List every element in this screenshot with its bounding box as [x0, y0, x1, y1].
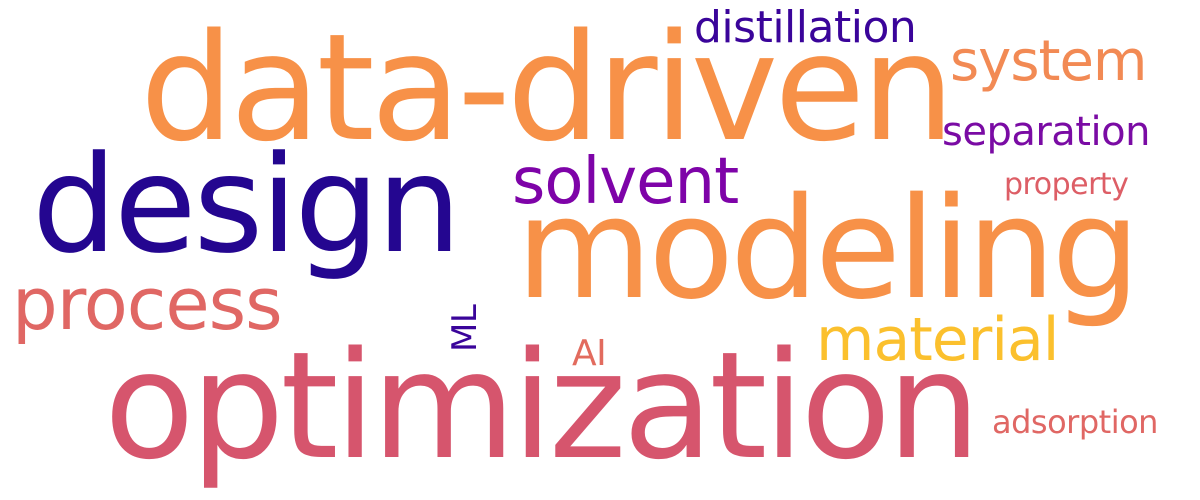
word-design: design: [32, 127, 462, 283]
word-separation: separation: [942, 109, 1150, 155]
word-solvent: solvent: [512, 145, 739, 219]
word-material: material: [816, 305, 1059, 375]
word-distillation: distillation: [694, 2, 917, 53]
word-optimization: optimization: [104, 320, 981, 492]
word-ml: ML: [445, 304, 485, 352]
word-adsorption: adsorption: [992, 403, 1158, 441]
word-system: system: [950, 29, 1147, 94]
word-data-driven: data-driven: [140, 2, 955, 174]
word-process: process: [12, 262, 283, 346]
word-property: property: [1004, 167, 1129, 202]
word-modeling: modeling: [516, 168, 1140, 331]
word-ai: AI: [572, 333, 607, 374]
